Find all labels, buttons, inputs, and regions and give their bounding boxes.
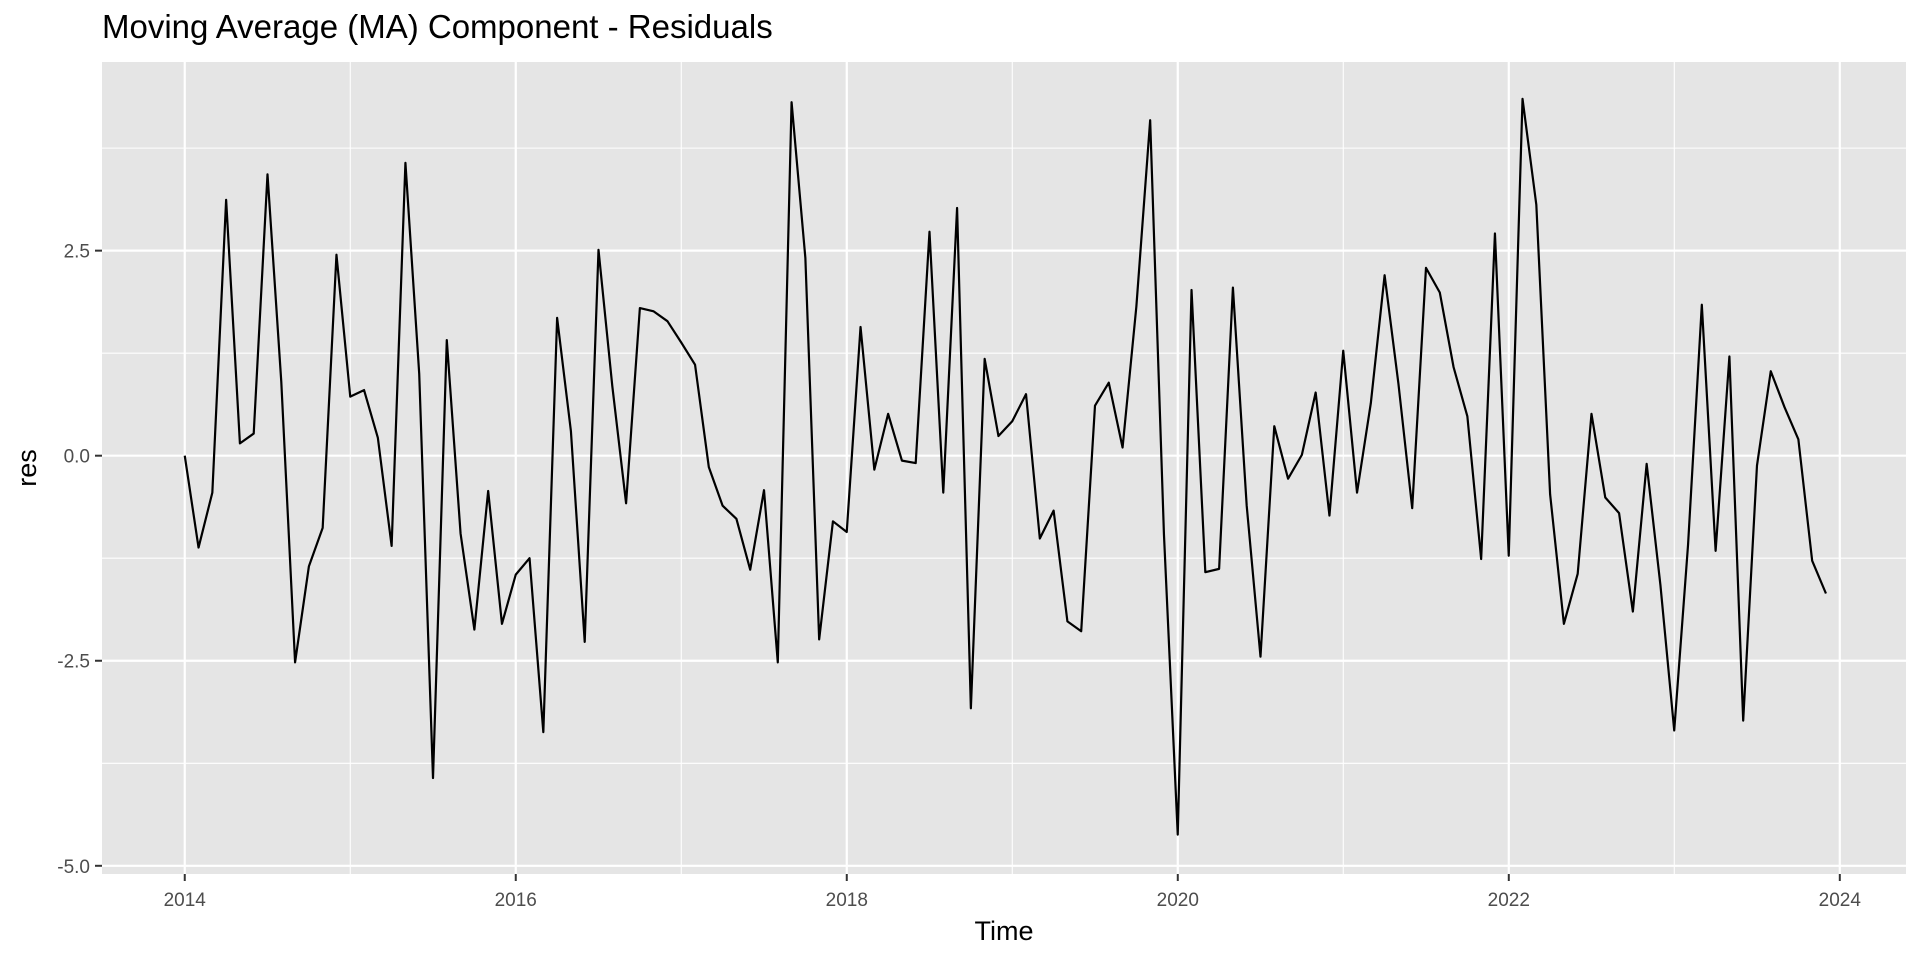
grid-minor bbox=[102, 62, 1906, 874]
y-axis-title: res bbox=[12, 449, 42, 487]
y-tick-label: 0.0 bbox=[64, 447, 90, 468]
x-tick-label: 2020 bbox=[1157, 890, 1199, 911]
plot-panel bbox=[102, 62, 1906, 874]
x-tick-label: 2018 bbox=[826, 890, 868, 911]
y-tick-label: -2.5 bbox=[57, 652, 90, 673]
x-tick-label: 2024 bbox=[1819, 890, 1862, 911]
y-tick-label: -5.0 bbox=[57, 857, 90, 878]
x-tick-label: 2016 bbox=[495, 890, 537, 911]
series-line-res bbox=[183, 97, 1827, 836]
x-axis-title: Time bbox=[975, 916, 1034, 946]
axis-tick-labels: 2014 2016 2018 2020 2022 2024 -5.0 -2.5 0.0 2.5 bbox=[57, 242, 1861, 911]
axis-ticks bbox=[95, 249, 1841, 881]
grid-major bbox=[102, 62, 1906, 874]
y-tick-label: 2.5 bbox=[64, 242, 90, 263]
x-tick-label: 2014 bbox=[164, 890, 207, 911]
x-tick-label: 2022 bbox=[1488, 890, 1530, 911]
chart-title: Moving Average (MA) Component - Residual… bbox=[102, 8, 773, 45]
